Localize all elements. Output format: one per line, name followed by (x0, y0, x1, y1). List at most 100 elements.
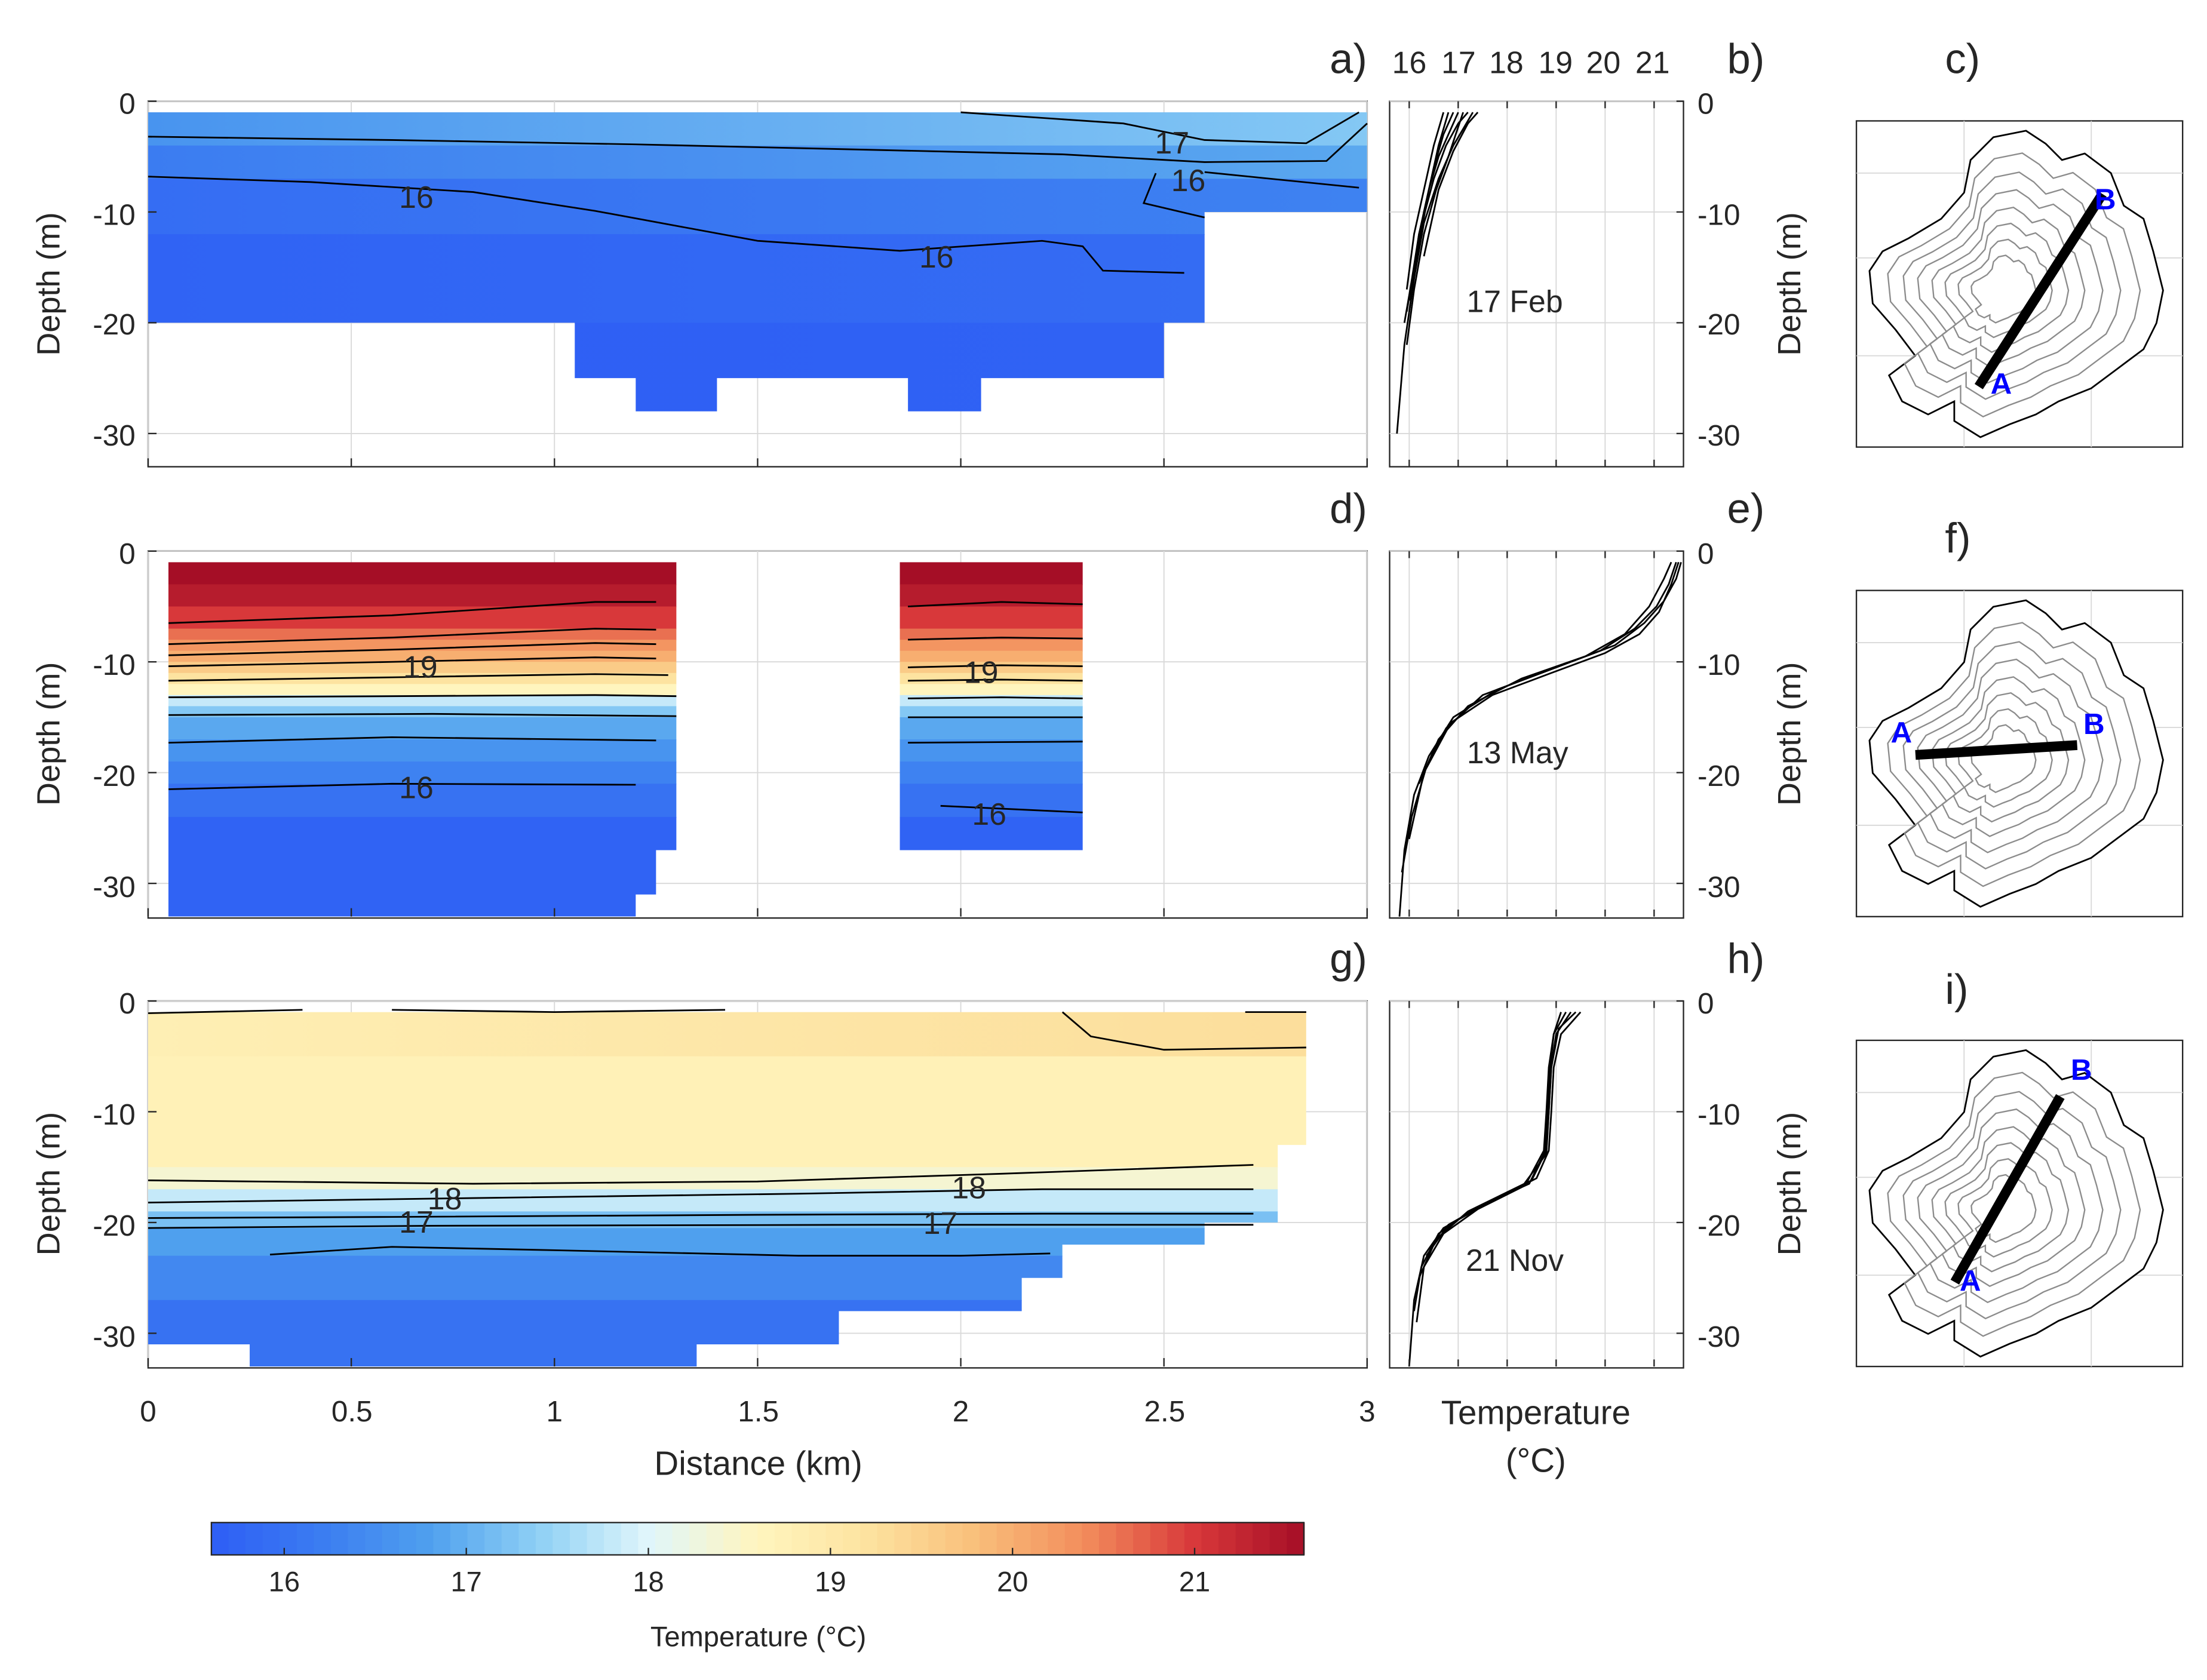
contour-label: 16 (399, 180, 434, 214)
contour-line (1061, 1011, 1306, 1051)
bathymetry-contour (1970, 1174, 2037, 1243)
bathymetry-contour (1887, 1071, 2141, 1337)
colorbar-cell (672, 1522, 690, 1555)
contour-label: 17 (923, 1206, 958, 1240)
panel-e-date: 13 May (1467, 735, 1568, 770)
colorbar-cell (996, 1522, 1015, 1555)
contour-label: 17 (1155, 125, 1190, 160)
panel-c-label: c) (1945, 35, 1980, 82)
panel-b-ylabel: Depth (m) (1772, 212, 1807, 356)
colorbar-cell (1150, 1522, 1168, 1555)
colorbar-cell (1201, 1522, 1220, 1555)
panel-f-label: f) (1945, 514, 1970, 561)
contour-label: 19 (964, 655, 999, 690)
colorbar-cell (280, 1522, 298, 1555)
bathymetry-contour (1902, 1091, 2122, 1320)
panel-h: h) 21 Nov 0 -10 -20 -30 Depth (m) Temper… (1389, 935, 1807, 1479)
colorbar-cell (1253, 1522, 1271, 1555)
colorbar-tick-label: 19 (815, 1566, 846, 1598)
panel-h-xlabel: Temperature (°C) (1441, 1394, 1631, 1479)
ytick-label: 0 (119, 88, 136, 121)
bathymetry-contour (1944, 692, 2070, 823)
panel-e-label: e) (1727, 485, 1764, 532)
bathymetry-contour (1917, 658, 2104, 853)
colorbar-cell (296, 1522, 315, 1555)
panel-a-ylabel: Depth (m) (31, 212, 67, 356)
ytick-label: -20 (93, 760, 135, 793)
ytick-label: 0 (119, 538, 136, 570)
contour-label: 17 (399, 1205, 434, 1239)
contour-line (908, 664, 1083, 668)
contour-line (148, 1188, 1254, 1204)
transect-endpoint-label: B (2083, 708, 2105, 741)
colorbar-frame (210, 1522, 1305, 1556)
temperature-layer (148, 1228, 1306, 1257)
temperature-layer (148, 234, 1367, 324)
contour-line (148, 1164, 1254, 1185)
profile-line (1416, 1011, 1577, 1323)
colorbar-cell (979, 1522, 997, 1555)
xtick-label: 20 (1586, 45, 1621, 79)
colorbar-tick-label: 20 (997, 1566, 1028, 1598)
ytick-label: -30 (1698, 871, 1740, 904)
ytick-label: 0 (119, 987, 136, 1020)
colorbar-cell (587, 1522, 605, 1555)
contour-label: 18 (951, 1170, 986, 1205)
colorbar-cell (228, 1522, 247, 1555)
colorbar-cell (604, 1522, 622, 1555)
colorbar-cell (1082, 1522, 1100, 1555)
colorbar-cell (740, 1522, 759, 1555)
transect-endpoint-label: A (1960, 1264, 1981, 1297)
colorbar-cell (245, 1522, 264, 1555)
xtick-label: 1.5 (738, 1395, 779, 1428)
temperature-layer (148, 1056, 1306, 1168)
contour-line (908, 741, 1083, 744)
colorbar-cell (262, 1522, 281, 1555)
colorbar-cell (382, 1522, 400, 1555)
panel-i-map: AB (1856, 1040, 2183, 1367)
bathymetry-contour (1917, 1108, 2104, 1304)
colorbar-cell (860, 1522, 878, 1555)
ytick-label: -10 (93, 649, 135, 681)
bathymetry-contour (1957, 1158, 2053, 1258)
colorbar-cell (330, 1522, 349, 1555)
xtick-label: 0.5 (331, 1395, 373, 1428)
temperature-layer (148, 145, 1367, 180)
colorbar-cell (1269, 1522, 1288, 1555)
panel-a-label: a) (1330, 35, 1367, 82)
bathymetry-contour (1902, 171, 2122, 400)
contour-line (960, 111, 1359, 145)
bathymetry-contour (1887, 622, 2141, 887)
panel-b-label: b) (1727, 35, 1764, 82)
colorbar-cell (1030, 1522, 1049, 1555)
ytick-label: 0 (1698, 88, 1714, 121)
ytick-label: -20 (1698, 308, 1740, 341)
panel-d-label: d) (1330, 485, 1367, 532)
ytick-label: -10 (1698, 649, 1740, 681)
bathymetry-contour (1917, 189, 2104, 384)
contour-line (1204, 171, 1359, 189)
panel-d-ylabel: Depth (m) (31, 662, 67, 806)
panel-c-map: AB (1856, 121, 2183, 447)
ytick-label: -30 (1698, 1320, 1740, 1353)
ytick-label: 0 (1698, 538, 1714, 570)
panel-c: c) AB (1855, 35, 2184, 448)
xtick-label: 18 (1489, 45, 1524, 79)
temperature-layer (168, 584, 1083, 607)
panel-b: b) 17 Feb 16 17 18 19 20 21 0 -10 -20 -3… (1389, 35, 1807, 468)
colorbar-cell (621, 1522, 639, 1555)
contour-line (907, 601, 1083, 607)
temperature-layer (168, 784, 1083, 818)
colorbar-cell (433, 1522, 452, 1555)
colorbar-tick-label: 21 (1179, 1566, 1210, 1598)
colorbar-cell (706, 1522, 725, 1555)
profile-line (1396, 112, 1474, 434)
contour-line (908, 637, 1083, 641)
colorbar-cell (791, 1522, 810, 1555)
panel-g-label: g) (1330, 935, 1367, 982)
xtick-label: 2 (953, 1395, 969, 1428)
temperature-layer (168, 761, 1083, 785)
contour-label: 16 (399, 770, 434, 805)
panel-i-label: i) (1945, 966, 1968, 1013)
transect-line (1974, 191, 2107, 389)
